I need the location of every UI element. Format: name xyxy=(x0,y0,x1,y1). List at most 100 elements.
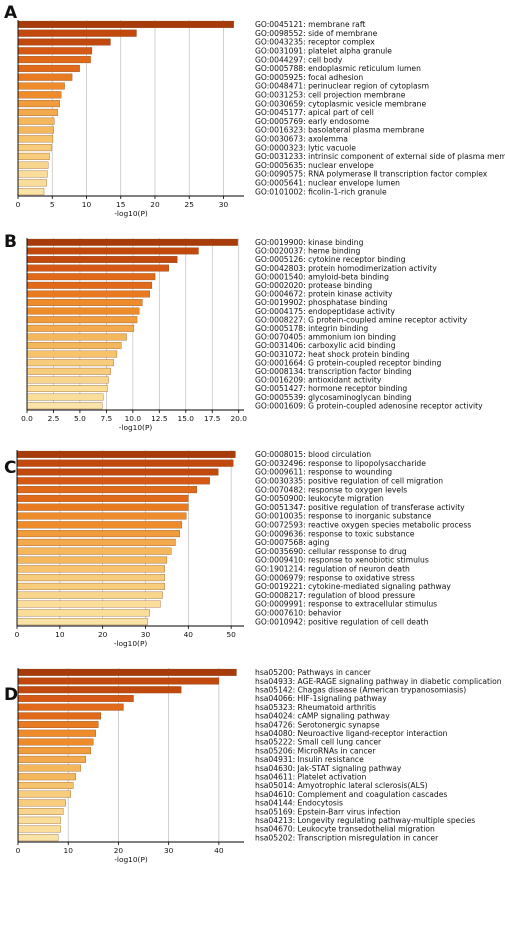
category-label: GO:0001664: G protein-coupled receptor b… xyxy=(255,358,442,367)
bar xyxy=(16,591,163,599)
x-axis-label: -log10(P) xyxy=(114,209,148,218)
category-label: GO:0031406: carboxylic acid binding xyxy=(255,341,396,350)
category-label: GO:0044297: cell body xyxy=(255,55,343,64)
bar xyxy=(17,100,60,108)
bar xyxy=(26,316,138,324)
x-tick-label: 5 xyxy=(50,200,55,209)
bar xyxy=(17,170,48,178)
bar xyxy=(17,161,49,169)
category-label: GO:0005126: cytokine receptor binding xyxy=(255,255,406,264)
category-label: GO:0030659: cytoplasmic vesicle membrane xyxy=(255,99,426,108)
category-label: hsa05169: Epstein-Barr virus infection xyxy=(255,807,401,816)
category-label: GO:0005925: focal adhesion xyxy=(255,73,363,82)
category-label: GO:0045121: membrane raft xyxy=(255,20,365,29)
x-tick-label: 10 xyxy=(82,200,92,209)
bar xyxy=(17,677,220,685)
bar xyxy=(17,747,91,755)
x-tick-label: 50 xyxy=(226,630,236,639)
category-label: hsa04024: cAMP signaling pathway xyxy=(255,712,390,721)
bar xyxy=(26,393,104,401)
bar xyxy=(17,729,96,737)
bar xyxy=(17,816,61,824)
category-label: GO:0001540: amyloid-beta binding xyxy=(255,272,389,281)
category-label: GO:0016209: antioxidant activity xyxy=(255,376,382,385)
bar xyxy=(17,144,52,152)
category-label: GO:0009636: response to toxic substance xyxy=(255,529,415,538)
bar xyxy=(16,538,176,546)
panel-label: B xyxy=(4,232,17,252)
category-label: GO:0048471: perinuclear region of cytopl… xyxy=(255,82,429,91)
category-label: GO:0101002: ficolin-1-rich granule xyxy=(255,187,387,196)
category-label: hsa04931: Insulin resistance xyxy=(255,755,364,764)
category-label: hsa04726: Serotonergic synapse xyxy=(255,720,380,729)
bar xyxy=(16,600,161,608)
bar xyxy=(17,135,54,143)
bar xyxy=(17,799,66,807)
category-label: GO:0005769: early endosome xyxy=(255,117,369,126)
category-label: hsa04066: HIF-1signaling pathway xyxy=(255,694,387,703)
category-label: GO:0001609: G protein-coupled adenosine … xyxy=(255,401,483,410)
x-tick-label: 20 xyxy=(114,846,124,855)
category-label: GO:0009410: response to xenobiotic stimu… xyxy=(255,556,429,565)
bar xyxy=(17,694,134,702)
category-label: GO:0070405: ammonium ion binding xyxy=(255,333,396,342)
x-tick-label: 30 xyxy=(219,200,229,209)
category-label: hsa05202: Transcription misregulation in… xyxy=(255,833,439,842)
bar xyxy=(17,179,47,187)
x-tick-label: 40 xyxy=(184,630,194,639)
x-tick-label: 0 xyxy=(15,630,20,639)
category-label: GO:0005641: nuclear envelope lumen xyxy=(255,179,400,188)
bar xyxy=(17,834,59,842)
category-label: GO:0005788: endoplasmic reticulum lumen xyxy=(255,64,421,73)
x-axis-label: -log10(P) xyxy=(114,639,148,648)
bar xyxy=(26,359,114,367)
category-label: GO:0032496: response to lipopolysacchari… xyxy=(255,459,426,468)
bar xyxy=(16,530,180,538)
bar xyxy=(17,790,71,798)
bar xyxy=(26,299,143,306)
bar xyxy=(16,556,168,564)
bar xyxy=(16,494,189,502)
bar xyxy=(17,117,55,125)
bar xyxy=(16,503,189,511)
bar xyxy=(16,521,183,529)
panel-label: D xyxy=(4,685,18,705)
bar xyxy=(26,264,169,272)
bar xyxy=(16,477,210,485)
category-label: GO:0030673: axolemma xyxy=(255,135,348,144)
x-tick-label: 40 xyxy=(214,846,224,855)
category-label: hsa04080: Neuroactive ligand-receptor in… xyxy=(255,729,448,738)
category-label: hsa05222: Small cell lung cancer xyxy=(255,738,382,747)
x-tick-label: 20.0 xyxy=(230,414,247,423)
category-label: GO:1901214: regulation of neuron death xyxy=(255,565,410,574)
category-label: GO:0098552: side of membrane xyxy=(255,29,378,38)
category-label: GO:0072593: reactive oxygen species meta… xyxy=(255,521,471,530)
x-axis-label: -log10(P) xyxy=(114,855,148,864)
x-tick-label: 30 xyxy=(141,630,151,639)
category-label: GO:0005178: integrin binding xyxy=(255,324,368,333)
panel-label: C xyxy=(4,458,16,478)
bar xyxy=(16,512,187,520)
category-label: hsa04630: Jak-STAT signaling pathway xyxy=(255,764,402,773)
bar xyxy=(17,686,182,694)
bar xyxy=(17,82,65,90)
category-label: GO:0070482: response to oxygen levels xyxy=(255,485,407,494)
bar xyxy=(17,781,74,789)
bar xyxy=(17,703,124,711)
category-label: GO:0010942: positive regulation of cell … xyxy=(255,617,429,626)
bar xyxy=(26,342,122,349)
panel-c: C GO:0008015: blood circulationGO:0032496… xyxy=(4,450,471,648)
category-label: GO:0009991: response to extracellular st… xyxy=(255,600,437,609)
bar xyxy=(16,459,234,467)
category-label: GO:0090575: RNA polymerase Ⅱ transcripti… xyxy=(255,170,488,179)
category-label: GO:0020037: heme binding xyxy=(255,247,361,256)
x-tick-label: 30 xyxy=(164,846,174,855)
category-label: GO:0045177: apical part of cell xyxy=(255,108,374,117)
x-tick-label: 2.5 xyxy=(48,414,60,423)
category-label: GO:0031253: cell projection membrane xyxy=(255,91,406,100)
x-tick-label: 12.5 xyxy=(151,414,168,423)
